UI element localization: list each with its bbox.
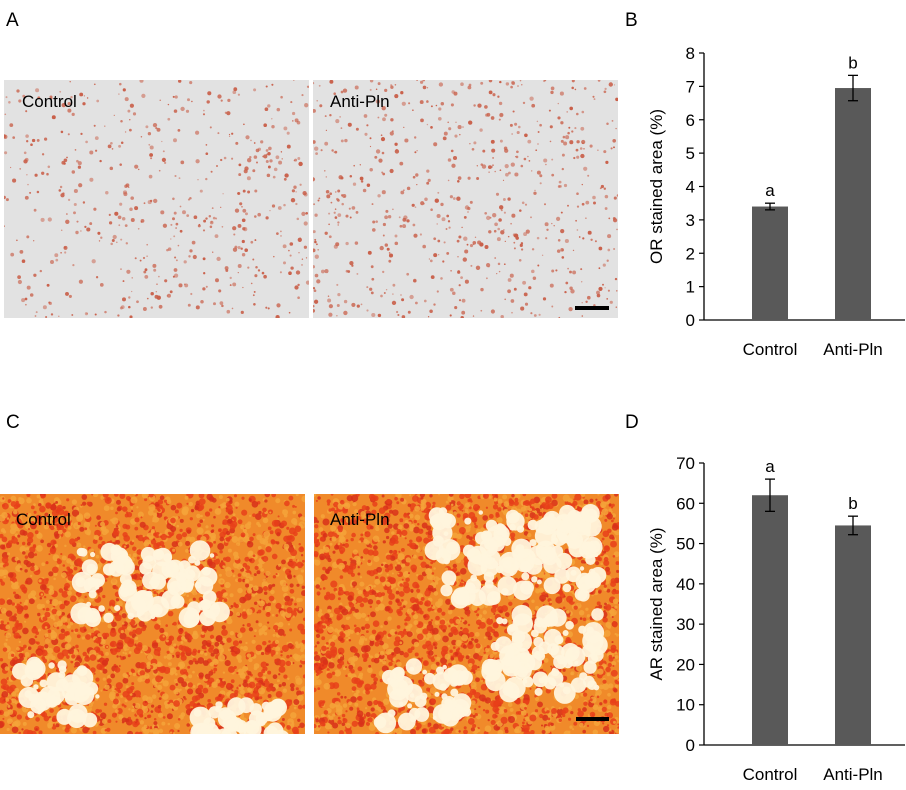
panel-letter-b: B [625,10,638,31]
significance-letter: b [848,53,857,72]
significance-letter: b [848,494,857,513]
x-category-label: Control [743,765,798,784]
y-tick-label: 6 [686,111,695,130]
y-tick-label: 50 [676,535,695,554]
y-tick-label: 30 [676,615,695,634]
micrograph-a-control-label: Control [22,92,77,111]
significance-letter: a [765,457,775,476]
bar [835,525,871,745]
y-tick-label: 8 [686,44,695,63]
panel-letter-c: C [6,412,20,433]
scale-bar-a [575,306,609,310]
x-category-label: Anti-Pln [823,340,883,359]
y-tick-label: 20 [676,655,695,674]
bar-chart-d: 0 10 20 30 40 50 60 70 AR stained area (%) a Contr… [647,454,905,784]
significance-letter: a [765,181,775,200]
micrograph-c-control [0,494,305,734]
bar [752,495,788,745]
y-tick-label: 2 [686,244,695,263]
scale-bar-c [576,717,609,721]
micrograph-a-anti-pln-label: Anti-Pln [330,92,390,111]
micrograph-a-anti-pln [313,80,618,318]
y-tick-label: 10 [676,696,695,715]
micrograph-texture [313,80,618,318]
y-tick-label: 70 [676,454,695,473]
micrograph-a-control [4,80,309,318]
panel-letter-d: D [625,412,639,433]
y-tick-label: 5 [686,144,695,163]
micrograph-c-anti-pln [314,494,619,734]
y-tick-label: 0 [686,736,695,755]
bar [752,206,788,320]
y-axis-label: OR stained area (%) [647,109,666,264]
y-tick-label: 0 [686,311,695,330]
x-category-label: Anti-Pln [823,765,883,784]
y-axis-label: AR stained area (%) [647,527,666,680]
panel-letter-a: A [6,10,19,31]
y-tick-label: 4 [686,178,695,197]
y-tick-label: 7 [686,77,695,96]
x-category-label: Control [743,340,798,359]
micrograph-texture [4,80,309,318]
micrograph-c-control-label: Control [16,510,71,529]
bar-chart-b: 0 1 2 3 4 5 6 7 8 OR stained area (%) a Control b Ant… [647,44,905,359]
y-tick-label: 3 [686,211,695,230]
y-tick-label: 60 [676,494,695,513]
y-tick-label: 40 [676,575,695,594]
micrograph-texture [314,494,619,734]
bar [835,88,871,320]
micrograph-texture [0,494,305,734]
micrograph-c-anti-pln-label: Anti-Pln [330,510,390,529]
y-tick-label: 1 [686,278,695,297]
